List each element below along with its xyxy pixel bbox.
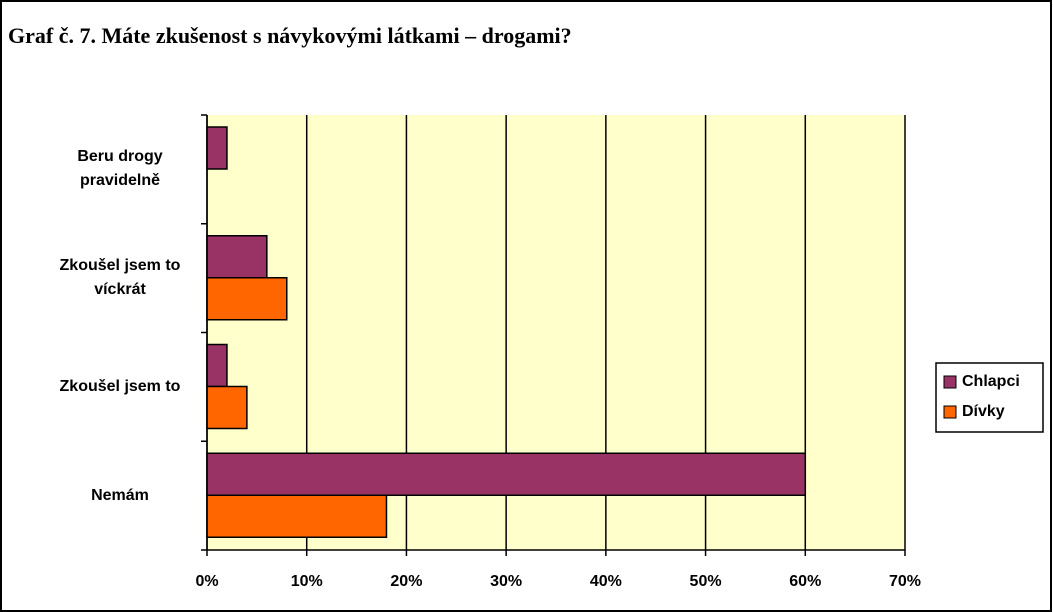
x-tick-label: 50% [690,573,722,590]
bar [206,494,388,538]
legend [935,362,1044,433]
bar [206,235,268,279]
legend-label: Dívky [962,403,1005,420]
x-tick-label: 0% [195,573,218,590]
bar [206,385,248,430]
category-label: Beru drogy pravidelně [77,148,163,190]
category-label: Nemám [91,486,149,504]
category-label: Zkoušel jsem to víckrát [59,257,181,299]
x-tick-label: 20% [390,573,422,590]
x-tick-label: 40% [590,573,622,590]
bar [206,343,228,388]
legend-swatch [943,405,957,419]
bar [206,126,228,170]
x-tick-label: 10% [291,573,323,590]
legend-label: Chlapci [962,373,1020,390]
chart-title: Graf č. 7. Máte zkušenost s návykovými l… [8,23,572,48]
x-tick-label: 70% [889,573,921,590]
bar [206,277,288,321]
bar [206,452,807,496]
x-tick-label: 60% [789,573,821,590]
category-label: Zkoušel jsem to [59,377,181,395]
legend-swatch [943,375,957,389]
x-tick-label: 30% [490,573,522,590]
